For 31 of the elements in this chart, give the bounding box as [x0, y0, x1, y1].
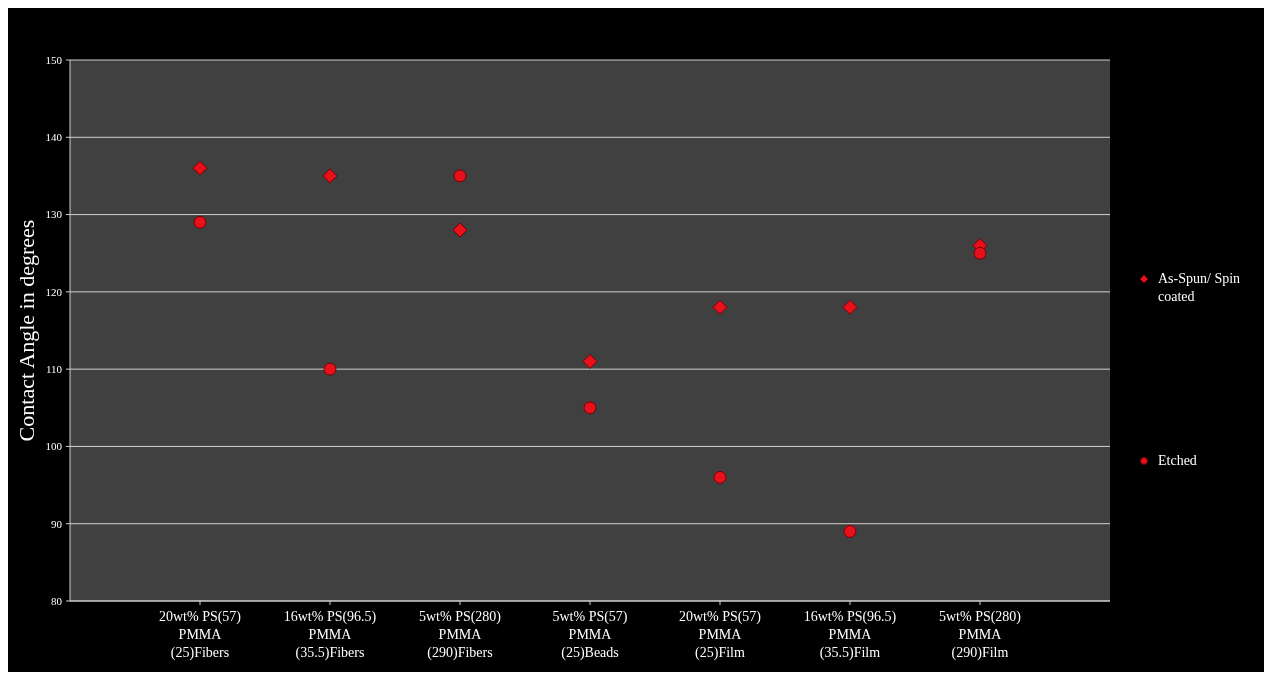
y-axis-title: Contact Angle in degrees — [14, 219, 39, 442]
legend-label: Etched — [1158, 453, 1197, 468]
point — [843, 524, 857, 538]
y-tick-label: 150 — [45, 53, 63, 66]
point — [453, 169, 467, 183]
x-tick-label: 20wt% PS(57) PMMA (25)Fibers — [158, 609, 242, 661]
point — [192, 160, 208, 176]
x-tick-label: 5wt% PS(280) PMMA (290)Fibers — [418, 609, 502, 661]
x-tick-label: 16wt% PS(96.5) PMMA (35.5)Film — [803, 609, 897, 661]
y-tick-label: 140 — [45, 131, 63, 144]
point — [712, 299, 728, 315]
point — [713, 470, 727, 484]
y-tick-label: 120 — [45, 285, 63, 298]
y-tick-label: 100 — [45, 440, 63, 453]
x-tick-label: 20wt% PS(57) PMMA (25)Film — [678, 609, 762, 661]
y-tick-label: 90 — [51, 517, 63, 530]
point — [323, 362, 337, 376]
point — [452, 222, 468, 238]
x-tick-label: 5wt% PS(280) PMMA (290)Film — [938, 609, 1022, 661]
point — [193, 215, 207, 229]
point — [583, 401, 597, 415]
y-tick-label: 80 — [51, 594, 63, 607]
y-tick-label: 110 — [45, 362, 63, 375]
x-tick-label: 5wt% PS(57) PMMA (25)Beads — [552, 609, 628, 661]
point — [842, 299, 858, 315]
point — [582, 353, 598, 369]
x-tick-label: 16wt% PS(96.5) PMMA (35.5)Fibers — [283, 609, 377, 661]
y-tick-label: 130 — [45, 208, 63, 221]
legend-label: As-Spun/ Spin coated — [1158, 271, 1241, 304]
point — [973, 246, 987, 260]
point — [322, 168, 338, 184]
